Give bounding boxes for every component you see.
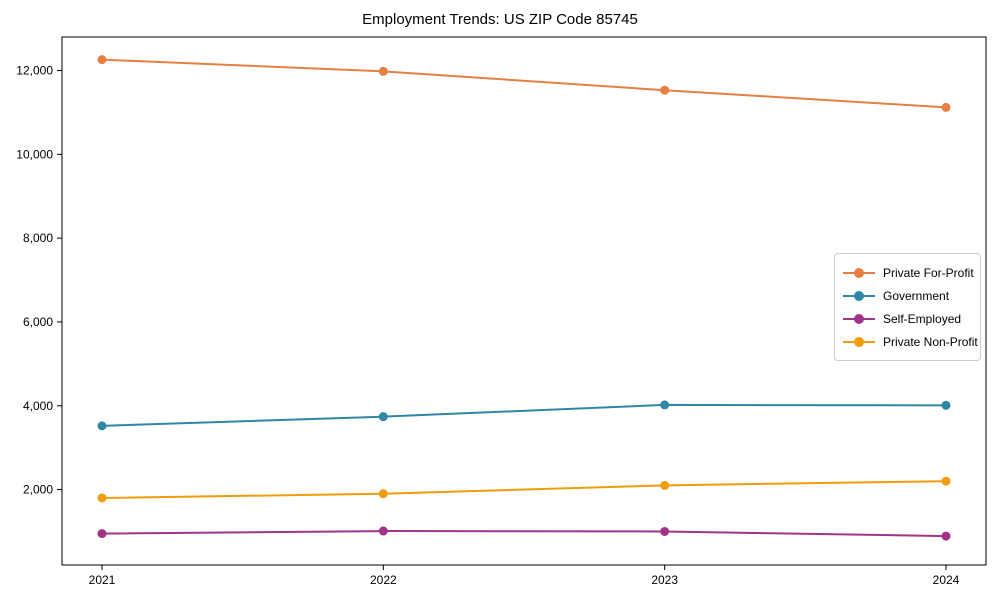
legend-label: Private For-Profit — [883, 265, 974, 280]
legend-swatch-icon — [843, 336, 875, 347]
x-tick-label: 2022 — [370, 573, 397, 587]
y-tick-label: 8,000 — [23, 231, 53, 245]
y-tick-label: 6,000 — [23, 315, 53, 329]
data-point-marker — [97, 421, 107, 431]
series-line — [101, 58, 947, 109]
data-point-marker — [378, 412, 388, 422]
data-point-marker — [97, 55, 107, 65]
x-tick-label: 2023 — [651, 573, 678, 587]
x-tick-label: 2024 — [933, 573, 960, 587]
legend-swatch-icon — [843, 290, 875, 301]
data-point-marker — [941, 531, 951, 541]
legend-label: Government — [883, 288, 950, 303]
plot-area-border — [61, 36, 987, 566]
data-point-marker — [378, 66, 388, 76]
legend-swatch-icon — [843, 267, 875, 278]
data-point-marker — [660, 85, 670, 95]
data-point-marker — [97, 493, 107, 503]
data-point-marker — [660, 526, 670, 536]
series-line — [101, 480, 947, 499]
legend-label: Self-Employed — [883, 311, 962, 326]
series-line — [101, 530, 947, 538]
series-line — [101, 403, 947, 427]
data-point-marker — [660, 400, 670, 410]
data-point-marker — [941, 102, 951, 112]
y-tick-label: 12,000 — [16, 64, 53, 78]
data-point-marker — [941, 476, 951, 486]
x-tick-label: 2021 — [89, 573, 116, 587]
data-point-marker — [660, 480, 670, 490]
y-tick-label: 10,000 — [16, 147, 53, 161]
y-tick-label: 4,000 — [23, 399, 53, 413]
chart-title: Employment Trends: US ZIP Code 85745 — [362, 11, 638, 28]
legend-item: Private For-Profit — [843, 261, 974, 284]
legend: Private For-Profit Government Self-Employe… — [834, 253, 981, 361]
data-point-marker — [378, 489, 388, 499]
legend-swatch-icon — [843, 313, 875, 324]
y-tick-label: 2,000 — [23, 483, 53, 497]
legend-item: Government — [843, 284, 972, 307]
legend-item: Self-Employed — [843, 307, 972, 330]
data-point-marker — [378, 526, 388, 536]
data-point-marker — [97, 529, 107, 539]
legend-label: Private Non-Profit — [883, 334, 978, 349]
legend-item: Private Non-Profit — [843, 330, 978, 353]
data-point-marker — [941, 400, 951, 410]
